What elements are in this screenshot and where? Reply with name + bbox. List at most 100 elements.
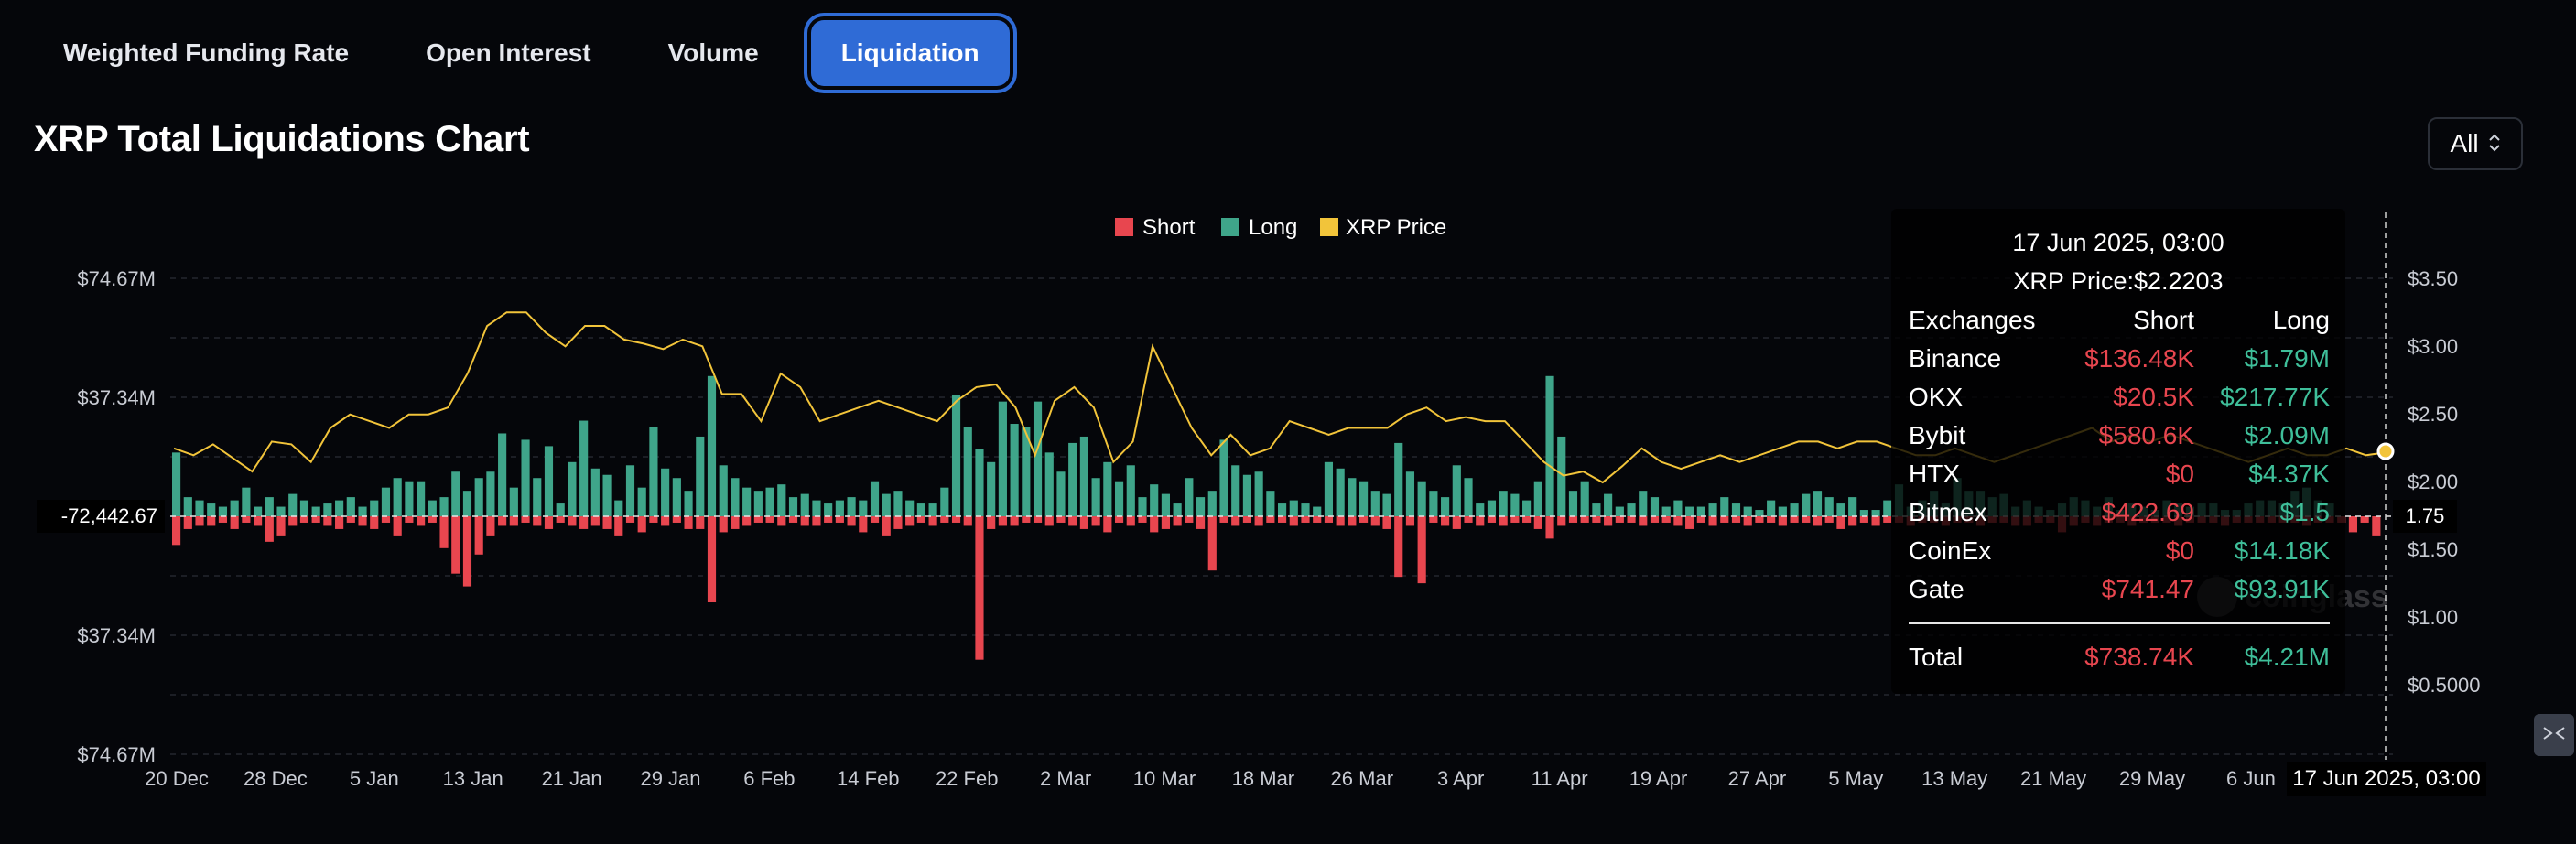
short-bar	[556, 516, 565, 523]
short-bar	[2372, 516, 2381, 536]
long-bar	[788, 497, 798, 516]
tab-volume[interactable]: Volume	[667, 38, 759, 67]
short-bar	[590, 516, 600, 526]
x-tick-label: 13 May	[1921, 767, 1987, 790]
tooltip-short: $136.48K	[2084, 344, 2194, 373]
short-bar	[1254, 516, 1263, 526]
tab-liquidation[interactable]: Liquidation	[810, 20, 1010, 86]
short-bar	[335, 516, 344, 529]
long-bar	[602, 474, 612, 516]
short-bar	[1079, 516, 1088, 529]
short-bar	[1708, 516, 1717, 526]
short-bar	[1778, 516, 1787, 526]
long-bar	[1650, 497, 1660, 516]
range-select[interactable]: All	[2428, 117, 2523, 170]
long-bar	[405, 481, 414, 516]
long-bar	[1429, 491, 1438, 516]
tooltip-row: Gate $741.47 $93.91K	[1909, 575, 2330, 611]
long-bar	[1231, 465, 1240, 516]
long-bar	[1126, 465, 1135, 516]
short-bar	[1592, 516, 1601, 523]
long-bar	[1883, 500, 1892, 516]
crosshair-x-label: 17 Jun 2025, 03:00	[2287, 762, 2486, 796]
tooltip-total-label: Total	[1909, 643, 1964, 671]
short-bar	[987, 516, 996, 529]
x-tick-label: 2 Mar	[1040, 767, 1091, 790]
long-bar	[661, 468, 670, 516]
long-bar	[1068, 442, 1077, 516]
short-bar	[1767, 516, 1776, 523]
chart-tooltip: 17 Jun 2025, 03:00 XRP Price:$2.2203 Exc…	[1891, 209, 2345, 694]
short-bar	[1231, 516, 1240, 526]
short-bar	[602, 516, 612, 529]
long-bar	[1778, 506, 1787, 516]
tooltip-long: $2.09M	[2244, 421, 2330, 449]
short-bar	[905, 516, 915, 526]
long-bar	[625, 465, 635, 516]
short-bar	[299, 516, 309, 523]
tooltip-short: $0	[2165, 460, 2194, 488]
tooltip-row: Bybit $580.6K $2.09M	[1909, 421, 2330, 458]
x-tick-label: 6 Jun	[2226, 767, 2276, 790]
short-bar	[288, 516, 298, 526]
short-bar	[777, 516, 786, 526]
short-bar	[1615, 516, 1624, 523]
short-bar	[719, 516, 728, 533]
long-bar	[1487, 500, 1497, 516]
short-bar	[1627, 516, 1636, 523]
long-bar	[1324, 461, 1334, 516]
long-bar	[963, 427, 972, 516]
short-bar	[1568, 516, 1578, 523]
short-bar	[183, 516, 192, 529]
long-bar	[637, 487, 646, 516]
short-bar	[276, 516, 286, 536]
short-bar	[672, 516, 681, 523]
short-bar	[882, 516, 891, 536]
long-bar	[1405, 471, 1415, 516]
tooltip-header-exchanges: Exchanges	[1909, 306, 2036, 334]
long-bar	[1802, 493, 1811, 516]
long-bar	[1219, 439, 1228, 516]
crosshair-y-left-label: -72,442.67	[37, 500, 165, 533]
fullscreen-button[interactable]	[2534, 714, 2574, 756]
short-bar	[1533, 516, 1542, 529]
x-axis: 20 Dec 28 Dec 5 Jan 13 Jan 21 Jan 29 Jan 6 Feb…	[145, 767, 2276, 790]
short-bar	[1557, 516, 1566, 526]
short-bar	[940, 516, 949, 523]
x-tick-label: 11 Apr	[1532, 767, 1588, 790]
short-bar	[1580, 516, 1589, 523]
long-bar	[1056, 471, 1066, 516]
short-bar	[474, 516, 483, 555]
y-right-tick-label: $3.50	[2408, 267, 2458, 290]
tab-bar: Weighted Funding Rate Open Interest Volu…	[33, 16, 1026, 90]
long-bar	[370, 500, 379, 516]
y-right-tick-label: $2.50	[2408, 403, 2458, 426]
short-bar	[870, 516, 880, 523]
x-tick-label: 14 Feb	[837, 767, 900, 790]
short-bar	[1068, 516, 1077, 526]
long-bar	[381, 487, 391, 516]
x-tick-label: 3 Apr	[1437, 767, 1484, 790]
short-bar	[998, 516, 1007, 526]
short-bar	[346, 516, 355, 523]
x-tick-label: 29 Jan	[640, 767, 700, 790]
short-bar	[847, 516, 856, 526]
tab-weighted-funding-rate[interactable]: Weighted Funding Rate	[63, 38, 350, 67]
short-bar	[800, 516, 809, 526]
long-bar	[1639, 491, 1648, 516]
short-bar	[649, 516, 658, 523]
long-bar	[1743, 506, 1752, 516]
long-bar	[1266, 491, 1275, 516]
long-bar	[742, 487, 752, 516]
long-bar	[556, 503, 565, 516]
short-bar	[859, 516, 868, 533]
tab-open-interest[interactable]: Open Interest	[426, 38, 591, 67]
short-bar	[323, 516, 332, 526]
legend-long-swatch	[1221, 218, 1239, 236]
short-bar	[1324, 516, 1334, 523]
long-bar	[1417, 481, 1426, 516]
long-bar	[1696, 506, 1705, 516]
tooltip-long: $1.5	[2279, 498, 2331, 526]
short-bar	[242, 516, 251, 523]
